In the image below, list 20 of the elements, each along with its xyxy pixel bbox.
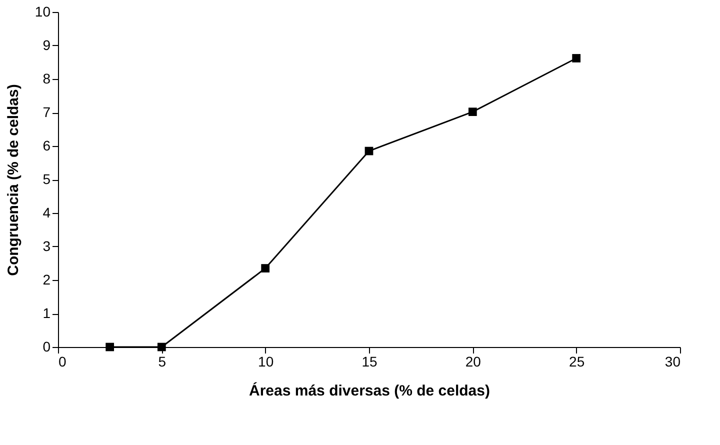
- y-axis-title: Congruencia (% de celdas): [4, 84, 22, 276]
- y-tick-label: 9: [42, 37, 51, 53]
- y-tick-label: 10: [34, 4, 51, 20]
- x-tick-label: 5: [158, 354, 166, 370]
- x-tick-label: 10: [258, 354, 274, 370]
- y-tick-label: 5: [42, 171, 51, 187]
- y-tick-label: 4: [42, 204, 51, 220]
- y-tick-label: 1: [42, 305, 51, 321]
- y-tick-label: 8: [42, 70, 51, 86]
- x-tick-label: 30: [664, 354, 681, 370]
- x-tick-label: 25: [569, 354, 585, 370]
- x-axis-title: Áreas más diversas (% de celdas): [249, 382, 490, 400]
- y-tick-label: 7: [42, 104, 51, 120]
- y-tick-label: 2: [42, 272, 51, 288]
- y-tick-label: 0: [42, 338, 51, 354]
- x-tick-label: 15: [362, 354, 378, 370]
- y-tick-label: 6: [42, 138, 51, 154]
- x-tick-label: 0: [58, 354, 66, 370]
- x-tick-label: 20: [465, 354, 482, 370]
- y-tick-label: 3: [42, 238, 51, 254]
